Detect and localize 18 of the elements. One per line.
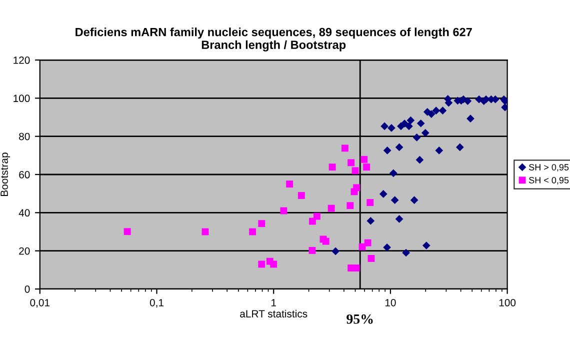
x-tick-label: 100 [499,298,516,306]
x-tick-label: 0,01 [30,298,50,308]
y-tick-label: 100 [14,94,30,102]
y-axis-title: Bootstrap [0,152,10,196]
chart-title: Deficiens mARN family nucleic sequences, 89 sequences of length 627 Branch length / Bootstrap [76,28,472,52]
y-tick-label: 20 [19,247,30,255]
x-axis-title: aLRT statistics [240,310,308,318]
x-tick-label: 10 [385,298,396,306]
x-tick-label: 0,1 [150,298,164,308]
x-tick-label: 1 [272,299,276,306]
y-tick-label: 60 [19,171,30,178]
legend-label: SH < 0,95 [529,177,569,184]
y-tick-label: 120 [14,56,30,64]
y-tick-label: 80 [19,132,30,140]
y-tick-label: 0 [24,286,30,293]
y-tick-label: 40 [18,209,30,217]
legend-label: SH > 0,95 [529,164,569,172]
text: 95% [346,314,373,324]
